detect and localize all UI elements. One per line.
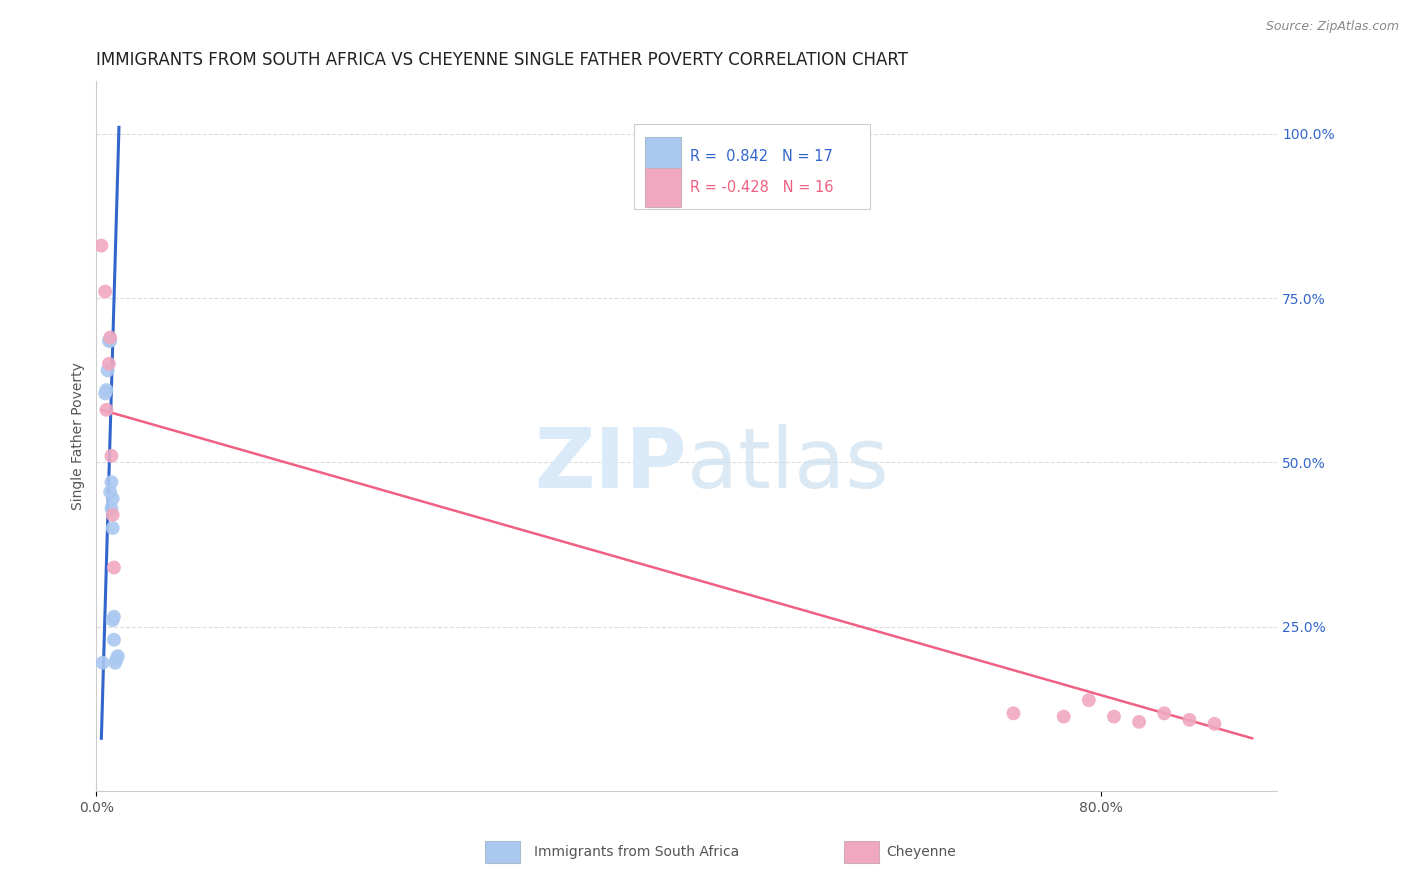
Point (90, 238, 112, 252)
Point (103, 609, 125, 624)
Point (1204, 716, 1226, 731)
Point (107, 649, 129, 664)
Point (101, 491, 124, 506)
Point (101, 508, 124, 522)
Point (101, 521, 124, 535)
Text: R =  0.842   N = 17: R = 0.842 N = 17 (690, 149, 834, 164)
Point (1153, 706, 1175, 721)
Point (100, 501, 122, 516)
Point (100, 475, 122, 489)
Point (103, 632, 125, 647)
Text: Cheyenne: Cheyenne (886, 845, 956, 859)
Point (91, 656, 114, 670)
Point (97, 357, 120, 371)
Text: atlas: atlas (686, 424, 889, 505)
Text: R = -0.428   N = 16: R = -0.428 N = 16 (690, 180, 834, 195)
Point (105, 652, 128, 666)
Text: Immigrants from South Africa: Immigrants from South Africa (534, 845, 740, 859)
Point (100, 449, 122, 463)
Point (96, 383, 118, 397)
Text: ZIP: ZIP (534, 424, 686, 505)
Point (98, 334, 121, 348)
Point (98, 330, 121, 344)
Point (1053, 709, 1076, 723)
Y-axis label: Single Father Poverty: Single Father Poverty (72, 362, 86, 510)
Text: IMMIGRANTS FROM SOUTH AFRICA VS CHEYENNE SINGLE FATHER POVERTY CORRELATION CHART: IMMIGRANTS FROM SOUTH AFRICA VS CHEYENNE… (97, 51, 908, 69)
Text: Source: ZipAtlas.com: Source: ZipAtlas.com (1265, 20, 1399, 33)
Point (97, 363, 120, 377)
FancyBboxPatch shape (634, 124, 870, 209)
Point (1077, 693, 1099, 707)
Bar (645, 136, 681, 176)
Point (1002, 706, 1025, 721)
Point (1102, 709, 1125, 723)
Point (98, 484, 121, 499)
Bar (645, 169, 681, 207)
Point (97, 334, 120, 348)
Point (104, 656, 127, 670)
Point (101, 613, 124, 627)
Point (103, 560, 125, 574)
Point (94, 386, 117, 401)
Point (96, 402, 118, 417)
Point (1128, 714, 1150, 729)
Point (94, 285, 117, 299)
Point (1178, 713, 1201, 727)
